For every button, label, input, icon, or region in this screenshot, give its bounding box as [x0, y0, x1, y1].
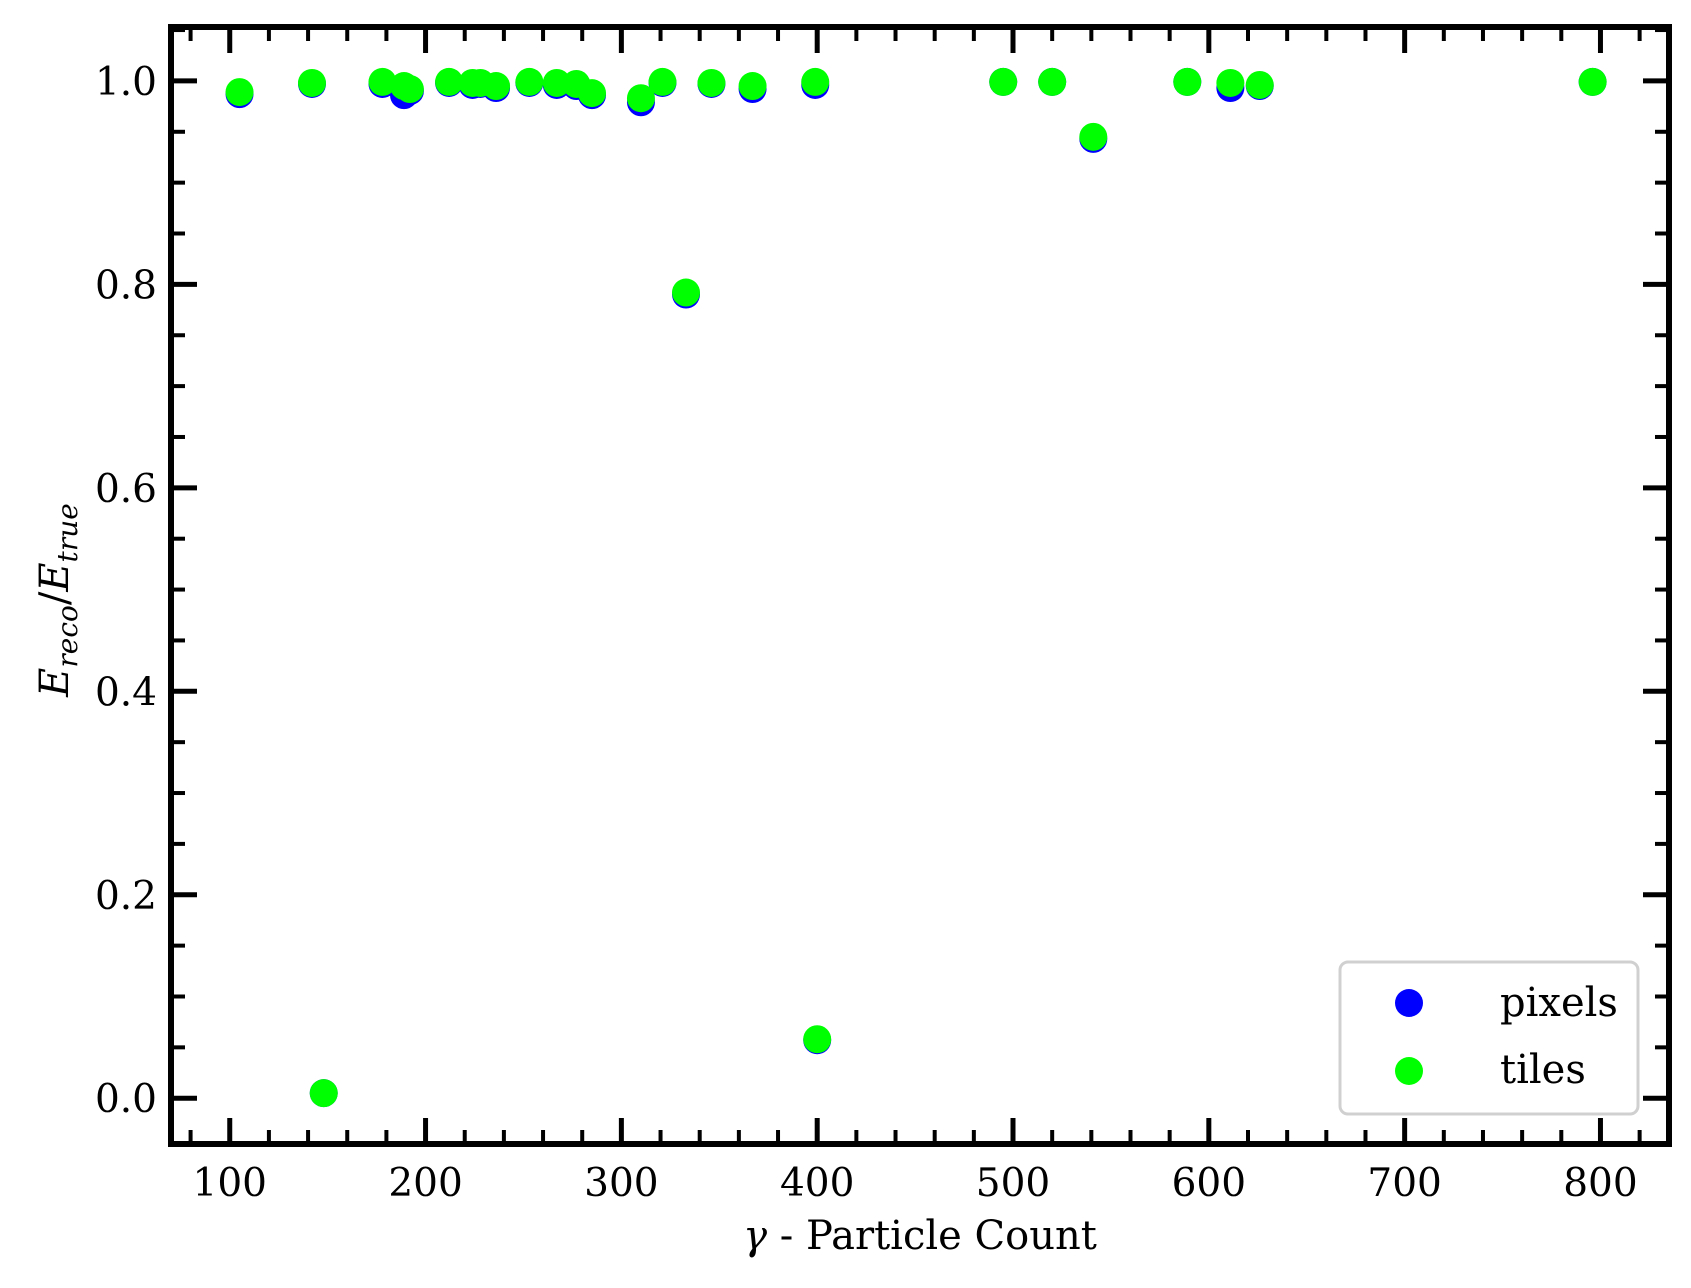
- y-tick-label: 1.0: [95, 60, 157, 105]
- x-axis-symbol: γ: [743, 1213, 767, 1259]
- y-tick-label: 0.4: [95, 670, 157, 715]
- point-tiles: [648, 67, 677, 96]
- point-tiles: [1173, 67, 1202, 96]
- legend-marker-tiles: [1395, 1057, 1423, 1085]
- data-points: [225, 67, 1607, 1108]
- x-tick-label: 700: [1367, 1161, 1441, 1206]
- y-label-base2: E: [32, 562, 78, 592]
- point-tiles: [1578, 67, 1607, 96]
- point-tiles: [368, 67, 397, 96]
- x-tick-labels: 100 200 300 400 500 600 700 800: [193, 1161, 1638, 1206]
- legend-label-pixels: pixels: [1500, 980, 1618, 1026]
- point-tiles: [801, 67, 830, 96]
- legend-marker-pixels: [1395, 989, 1423, 1017]
- y-tick-label: 0.2: [95, 874, 157, 919]
- x-tick-label: 100: [193, 1161, 267, 1206]
- point-tiles: [515, 67, 544, 96]
- point-tiles: [626, 84, 655, 113]
- legend: pixels tiles: [1338, 960, 1640, 1116]
- x-tick-label: 800: [1563, 1161, 1637, 1206]
- y-label-base1: E: [32, 668, 78, 698]
- x-tick-label: 500: [976, 1161, 1050, 1206]
- plot-frame: [168, 24, 1672, 1147]
- y-tick-label: 0.6: [95, 467, 157, 512]
- x-tick-label: 400: [780, 1161, 854, 1206]
- point-tiles: [435, 67, 464, 96]
- point-tiles: [671, 278, 700, 307]
- point-tiles: [395, 75, 424, 104]
- x-tick-label: 600: [1172, 1161, 1246, 1206]
- point-tiles: [1216, 68, 1245, 97]
- point-tiles: [1038, 67, 1067, 96]
- point-tiles: [578, 79, 607, 108]
- point-tiles: [738, 72, 767, 101]
- point-tiles: [309, 1079, 338, 1108]
- x-tick-label: 300: [584, 1161, 658, 1206]
- y-tick-label: 0.0: [95, 1077, 157, 1122]
- point-tiles: [989, 67, 1018, 96]
- legend-label-tiles: tiles: [1500, 1047, 1586, 1093]
- x-tick-label: 200: [388, 1161, 462, 1206]
- y-axis-label: Ereco/Etrue: [32, 503, 84, 698]
- y-tick-label: 0.8: [95, 263, 157, 308]
- x-axis-label: γ - Particle Count: [743, 1213, 1097, 1259]
- y-label-sub2: true: [51, 503, 84, 562]
- y-label-slash: /: [32, 591, 78, 605]
- point-tiles: [482, 72, 511, 101]
- point-tiles: [803, 1025, 832, 1054]
- y-tick-labels: 0.0 0.2 0.4 0.6 0.8 1.0: [95, 60, 157, 1122]
- point-tiles: [225, 78, 254, 107]
- point-tiles: [1245, 70, 1274, 99]
- x-axis-text: - Particle Count: [767, 1213, 1097, 1259]
- point-tiles: [297, 68, 326, 97]
- point-tiles: [1079, 122, 1108, 151]
- point-tiles: [697, 68, 726, 97]
- y-label-sub1: reco: [51, 605, 84, 668]
